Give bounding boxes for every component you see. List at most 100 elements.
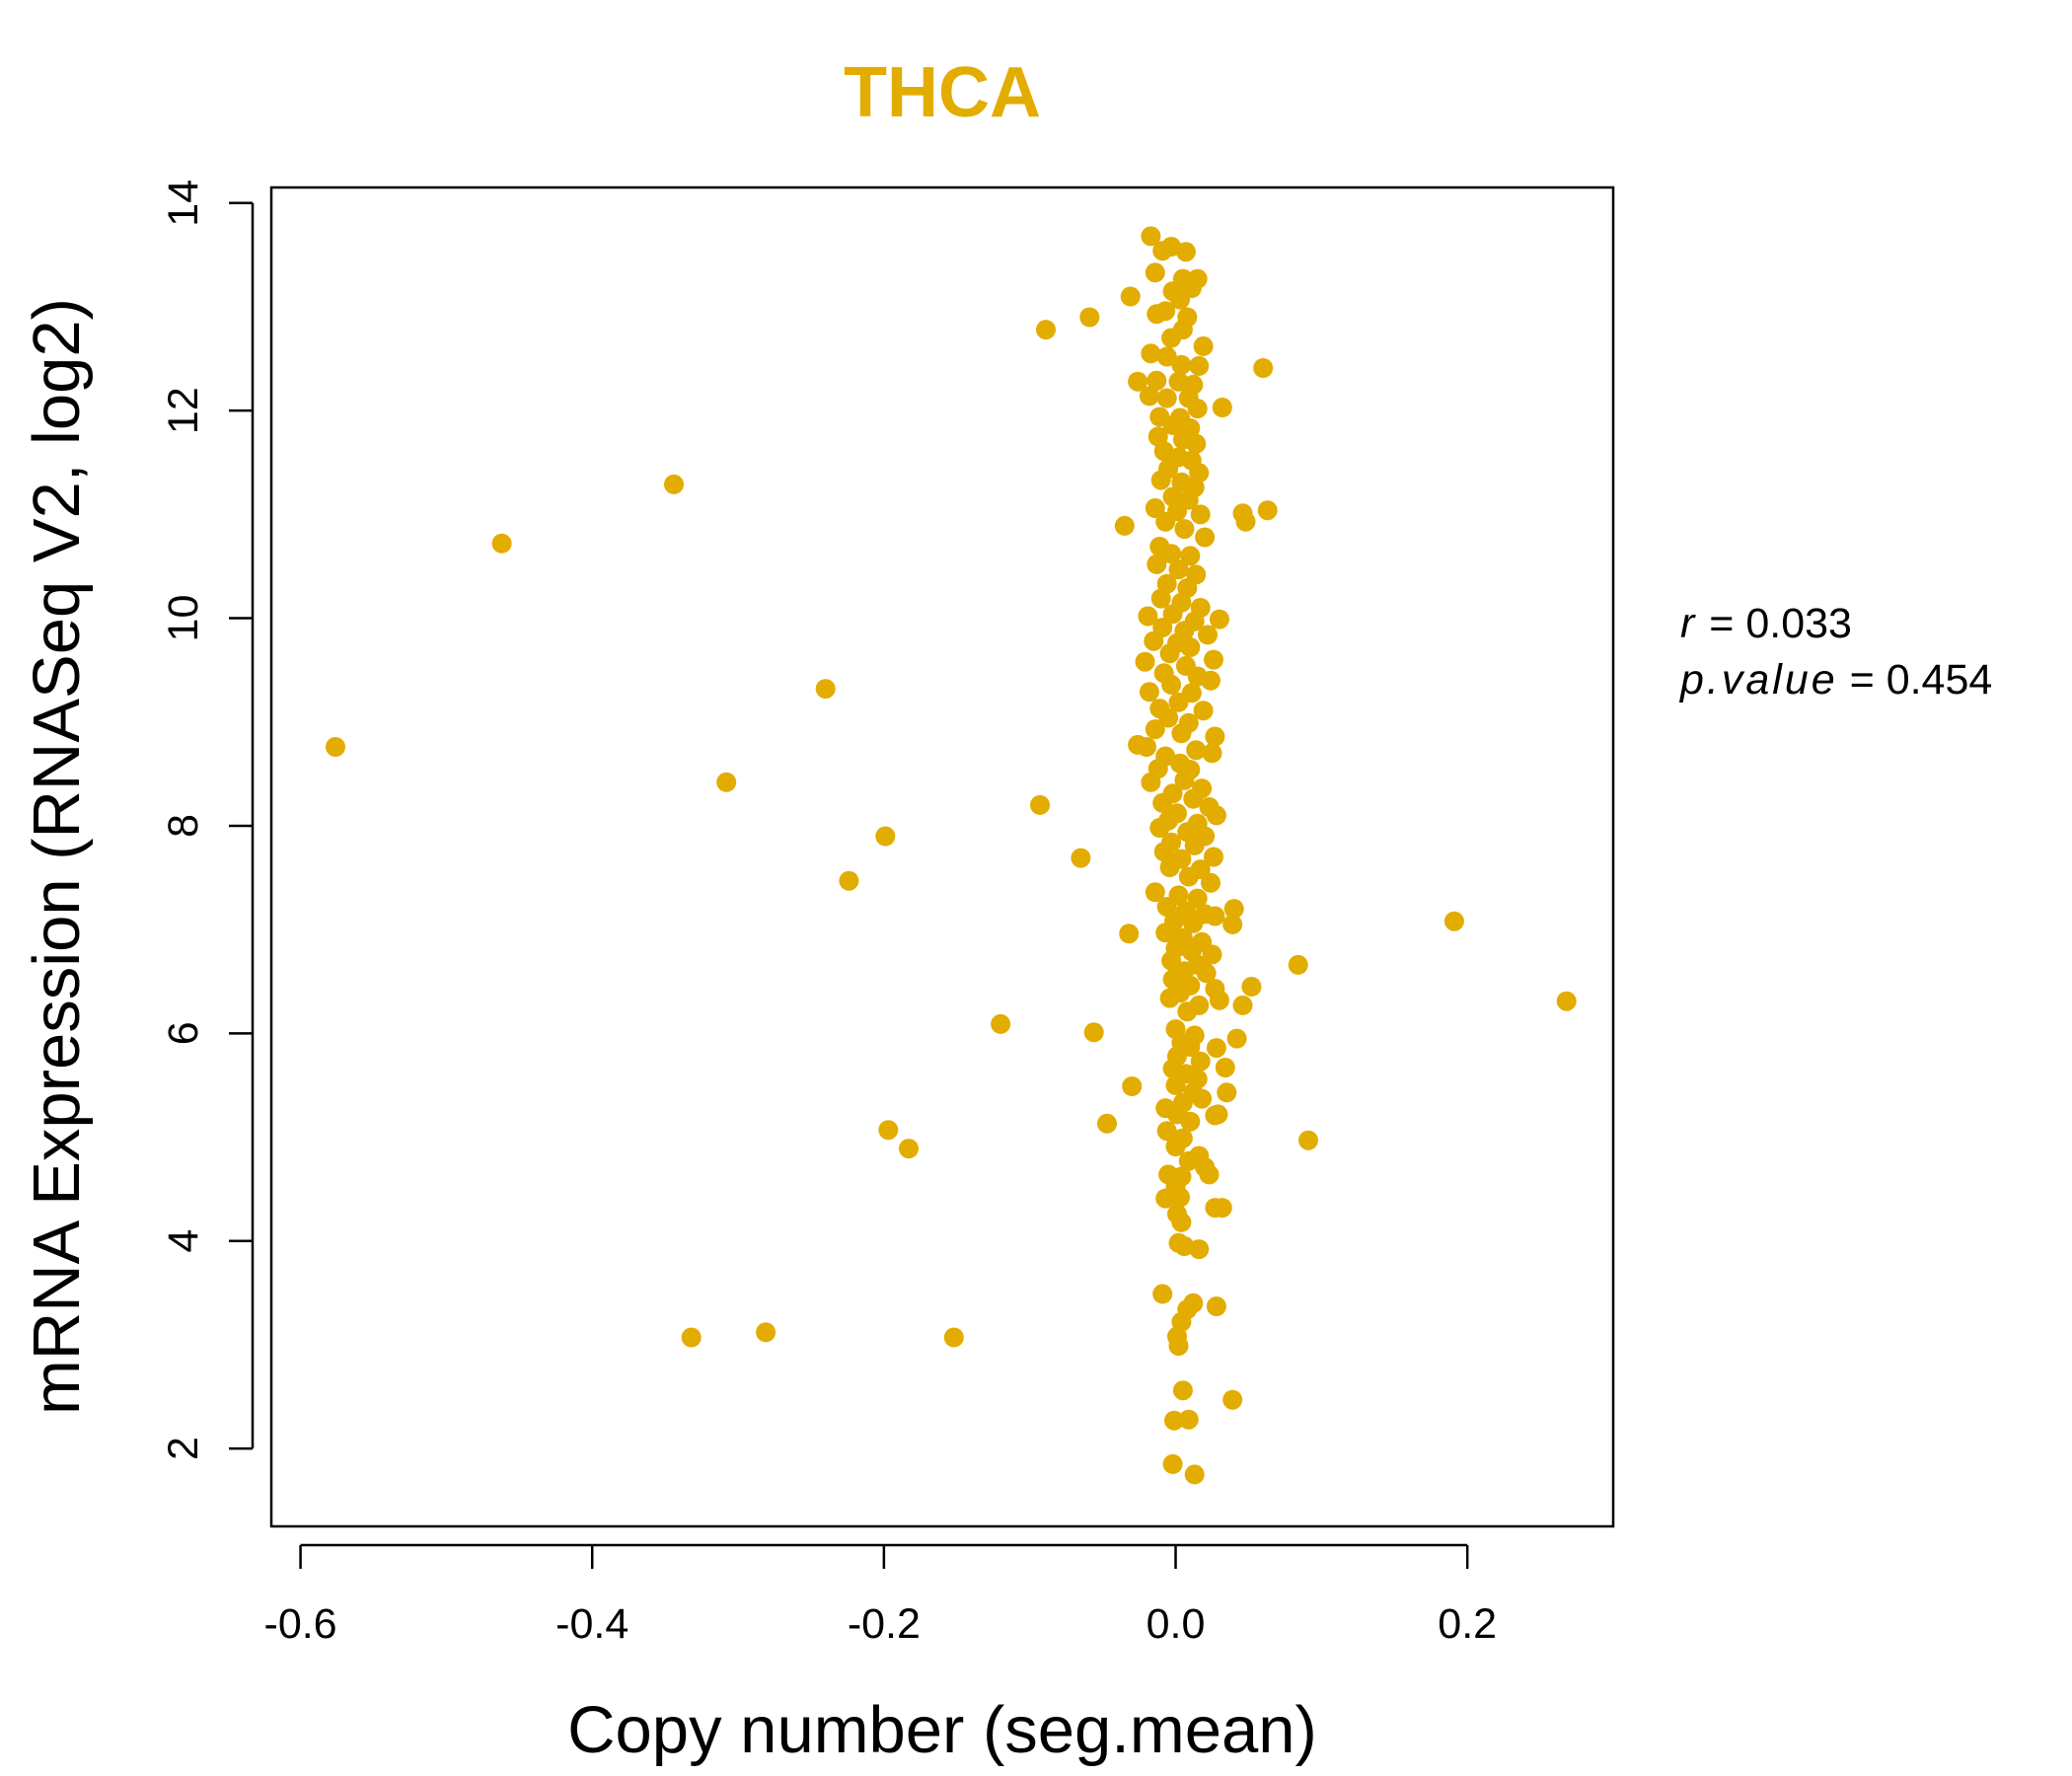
data-point-53 [1170, 289, 1190, 310]
y-tick-label-2: 6 [160, 1021, 207, 1045]
data-point-128 [1193, 701, 1214, 721]
correlation-stat: r = 0.033 [1680, 600, 1852, 647]
data-point-5 [839, 870, 859, 891]
x-tick-label-2: -0.2 [848, 1600, 921, 1648]
x-tick-label-4: 0.2 [1438, 1600, 1497, 1648]
p-value-label: p.value [1680, 656, 1838, 703]
r-label: r [1680, 600, 1698, 647]
data-point-96 [1161, 544, 1182, 564]
data-point-106 [1162, 604, 1183, 625]
data-point-21 [756, 1322, 777, 1343]
y-tick-label-0: 2 [160, 1437, 207, 1460]
data-point-173 [1183, 913, 1204, 933]
data-point-27 [1288, 954, 1308, 975]
data-point-179 [1202, 944, 1222, 965]
data-point-137 [1202, 743, 1222, 764]
data-point-16 [1114, 515, 1135, 536]
x-tick-label-1: -0.4 [555, 1600, 629, 1648]
data-point-157 [1184, 835, 1205, 855]
data-point-113 [1144, 630, 1164, 651]
y-tick-label-3: 8 [160, 814, 207, 838]
data-point-89 [1145, 498, 1165, 518]
data-point-226 [1189, 1239, 1210, 1260]
data-point-63 [1189, 355, 1210, 376]
data-point-236 [1162, 1453, 1183, 1474]
data-point-233 [1172, 1380, 1193, 1401]
y-tick-label-1: 4 [160, 1229, 207, 1253]
data-point-107 [1138, 606, 1158, 627]
data-point-0 [326, 737, 345, 757]
data-point-20 [681, 1327, 702, 1348]
data-point-131 [1145, 719, 1165, 740]
data-point-146 [1152, 792, 1173, 813]
data-point-71 [1187, 399, 1208, 419]
data-point-2 [664, 474, 684, 494]
data-point-61 [1156, 346, 1177, 367]
data-point-91 [1190, 504, 1211, 525]
data-point-214 [1178, 1150, 1199, 1171]
data-point-11 [1036, 320, 1056, 340]
data-point-202 [1165, 1074, 1186, 1095]
data-point-150 [1206, 805, 1226, 826]
data-point-48 [1145, 262, 1165, 283]
data-point-59 [1193, 335, 1214, 356]
data-point-65 [1147, 370, 1167, 391]
data-point-14 [1083, 1022, 1104, 1043]
data-point-165 [1145, 882, 1165, 903]
data-point-34 [1241, 977, 1262, 997]
data-point-117 [1204, 649, 1223, 670]
data-point-183 [1196, 963, 1217, 984]
x-tick-label-3: 0.0 [1147, 1600, 1206, 1648]
data-point-7 [878, 1120, 899, 1141]
data-point-115 [1180, 637, 1201, 657]
data-point-161 [1159, 857, 1180, 877]
data-point-109 [1209, 609, 1229, 629]
y-axis-label: mRNA Expression (RNASeq V2, log2) [20, 298, 94, 1415]
x-axis: -0.6 -0.4 -0.2 0.0 0.2 [264, 1543, 1497, 1648]
data-point-69 [1156, 388, 1177, 408]
data-point-23 [1253, 358, 1274, 378]
data-point-212 [1165, 1137, 1186, 1156]
data-point-227 [1152, 1284, 1173, 1304]
data-point-38 [1217, 1082, 1237, 1103]
data-point-98 [1147, 554, 1167, 574]
p-value-value: 0.454 [1886, 656, 1993, 703]
data-point-167 [1187, 888, 1208, 909]
y-tick-label-4: 10 [160, 595, 207, 642]
x-axis-label: Copy number (seg.mean) [567, 1693, 1317, 1767]
data-point-17 [1119, 924, 1140, 944]
data-point-103 [1150, 588, 1171, 609]
data-point-22 [943, 1327, 964, 1348]
data-point-36 [1226, 1028, 1247, 1049]
data-point-132 [1171, 723, 1192, 744]
data-point-60 [1141, 343, 1161, 364]
data-point-62 [1171, 354, 1192, 375]
data-point-209 [1180, 1111, 1201, 1132]
data-point-93 [1174, 519, 1195, 540]
data-points [326, 226, 1577, 1485]
data-point-92 [1155, 511, 1176, 532]
data-point-223 [1171, 1212, 1192, 1232]
data-point-4 [815, 679, 836, 700]
data-point-171 [1205, 906, 1225, 926]
data-point-191 [1177, 1001, 1198, 1022]
data-point-188 [1159, 988, 1180, 1008]
p-value-stat: p.value = 0.454 [1680, 656, 1993, 703]
data-point-43 [1206, 1296, 1226, 1316]
data-point-210 [1156, 1121, 1177, 1142]
data-point-28 [1298, 1130, 1318, 1150]
data-point-174 [1155, 923, 1176, 943]
data-point-218 [1199, 1164, 1220, 1185]
data-point-204 [1192, 1088, 1213, 1109]
data-point-159 [1204, 847, 1223, 867]
data-point-64 [1128, 371, 1148, 392]
data-point-47 [1175, 242, 1196, 262]
data-point-32 [1223, 899, 1244, 920]
data-point-136 [1186, 740, 1207, 761]
data-point-129 [1158, 707, 1179, 728]
data-point-3 [716, 772, 737, 792]
data-point-126 [1168, 692, 1189, 712]
data-point-163 [1178, 866, 1199, 887]
y-axis: 2 4 6 8 10 12 14 [160, 180, 255, 1460]
